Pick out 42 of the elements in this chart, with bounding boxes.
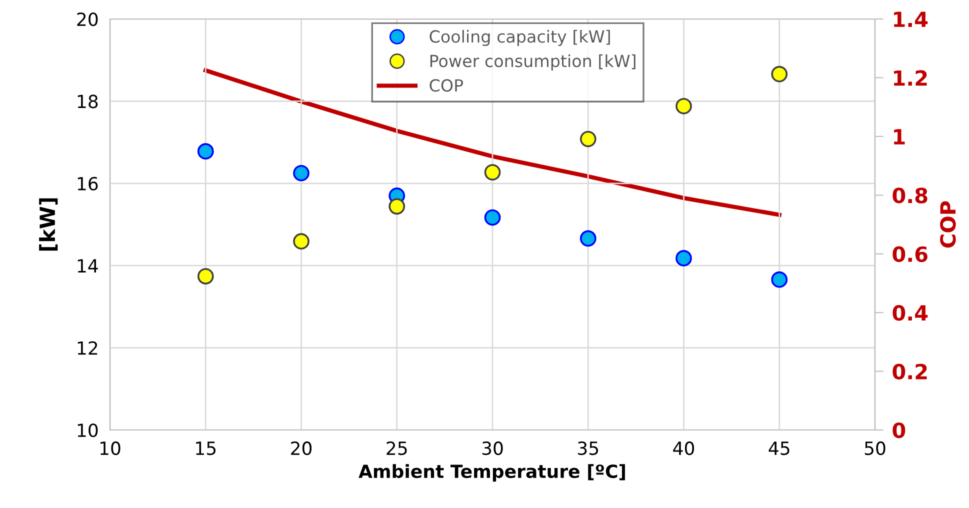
y2-tick-label: 1 [894, 129, 905, 144]
y2-axis-title: COP [940, 201, 956, 248]
legend-label: Power consumption [kW] [430, 54, 636, 70]
x-tick-label: 35 [578, 441, 598, 456]
y-tick-label: 12 [78, 341, 98, 355]
y2-tick-label: 0 [892, 422, 906, 438]
x-tick-label: 20 [291, 441, 312, 456]
y2-tick-label: 0.4 [892, 305, 928, 321]
legend-label: Cooling capacity [kW] [430, 30, 610, 46]
y2-tick-label: 0.8 [892, 188, 928, 204]
point [771, 271, 788, 288]
point [293, 233, 310, 250]
point [676, 98, 692, 114]
point [388, 198, 406, 215]
point [580, 230, 596, 247]
point [580, 130, 596, 148]
point [484, 209, 501, 226]
legend-label: COP [430, 79, 464, 92]
y2-tick-label: 0.6 [892, 246, 928, 262]
x-tick-label: 40 [673, 441, 694, 456]
point [197, 143, 214, 160]
y2-tick-label: 1.2 [894, 70, 927, 86]
x-tick-label: 25 [386, 441, 407, 456]
x-tick-label: 15 [196, 442, 216, 456]
x-tick-label: 30 [482, 441, 503, 456]
x-tick-label: 10 [100, 441, 120, 456]
point [484, 164, 501, 180]
y-tick-label: 20 [77, 12, 98, 26]
point [676, 250, 692, 266]
y-tick-label: 18 [78, 94, 98, 108]
x-tick-label: 45 [768, 442, 790, 456]
point [293, 164, 310, 182]
y-tick-label: 14 [78, 259, 98, 272]
y2-tick-label: 1.4 [894, 12, 928, 27]
y-tick-label: 16 [78, 176, 98, 191]
y-tick-label: 10 [78, 423, 98, 438]
x-tick-label: 50 [864, 441, 886, 456]
point [197, 268, 214, 284]
point [771, 66, 788, 82]
x-axis-title: Ambient Temperature [ºC] [358, 464, 625, 482]
y2-tick-label: 0.2 [892, 364, 927, 380]
y-axis-title: [kW] [39, 198, 58, 251]
